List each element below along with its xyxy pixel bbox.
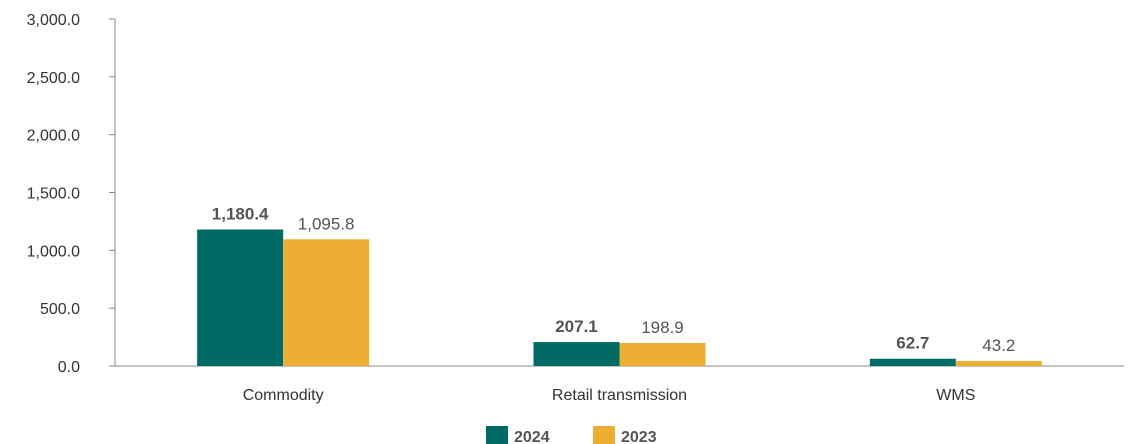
- chart-bars: 1,180.4 1,095.8 Commodity 207.1 198.9 Retail …: [197, 204, 1042, 404]
- y-tick-label: 500.0: [40, 301, 80, 318]
- bar-2023-1: [619, 342, 706, 366]
- legend-label: 2024: [514, 429, 550, 444]
- data-label: 207.1: [555, 317, 598, 336]
- x-tick-label: WMS: [936, 387, 975, 404]
- legend-swatch-2024: [486, 426, 508, 444]
- data-label: 43.2: [982, 336, 1015, 355]
- chart-legend: 2024 2023: [486, 426, 657, 444]
- legend-swatch-2023: [593, 426, 615, 444]
- bar-2023-0: [283, 239, 370, 366]
- x-tick-label: Retail transmission: [552, 387, 687, 404]
- data-label: 1,180.4: [212, 204, 269, 223]
- bar-2024-1: [533, 342, 620, 366]
- data-label: 1,095.8: [298, 214, 355, 233]
- y-tick-label: 2,500.0: [27, 70, 80, 87]
- y-tick-label: 0.0: [58, 359, 80, 376]
- bar-2023-2: [955, 361, 1042, 366]
- data-label: 198.9: [641, 318, 684, 337]
- y-tick-label: 2,000.0: [27, 128, 80, 145]
- data-label: 62.7: [896, 334, 929, 353]
- bar-2024-2: [869, 358, 956, 366]
- x-tick-label: Commodity: [243, 387, 324, 404]
- y-tick-label: 3,000.0: [27, 12, 80, 29]
- legend-label: 2023: [621, 429, 657, 444]
- bar-2024-0: [197, 229, 284, 366]
- y-tick-label: 1,500.0: [27, 186, 80, 203]
- y-tick-label: 1,000.0: [27, 243, 80, 260]
